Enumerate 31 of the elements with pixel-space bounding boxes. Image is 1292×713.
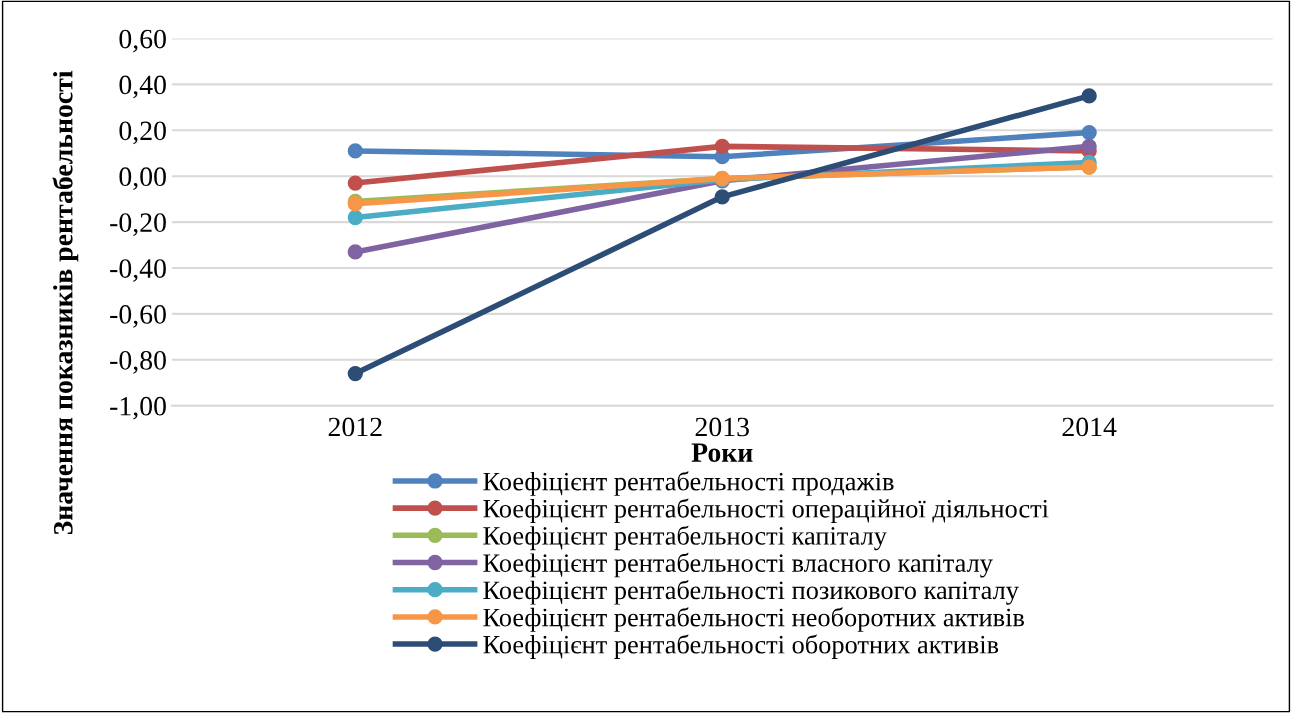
point <box>347 244 363 260</box>
legend-label: Коефіцієнт рентабельності капіталу <box>483 525 887 551</box>
y-tick-label: -0,20 <box>110 213 166 237</box>
x-tick-label: 2014 <box>1062 417 1117 437</box>
x-tick-label: 2013 <box>695 417 749 437</box>
y-tick-label: -0,40 <box>110 259 166 282</box>
y-tick-label: -1,00 <box>110 396 166 420</box>
point <box>347 175 363 191</box>
y-tick-label: 0,60 <box>119 29 166 53</box>
point <box>347 365 363 382</box>
point <box>1081 88 1097 104</box>
point <box>347 209 363 226</box>
point <box>714 189 730 205</box>
legend-label: Коефіцієнт рентабельності операційної діяльності <box>483 498 1049 523</box>
y-tick-label: 0,20 <box>119 121 166 145</box>
point <box>1081 138 1097 155</box>
y-tick-label: 0,40 <box>119 75 166 99</box>
y-tick-label: -0,80 <box>110 350 166 374</box>
x-axis-title: Роки <box>691 443 753 462</box>
point <box>714 138 730 155</box>
legend-label: Коефіцієнт рентабельності необоротних активів <box>483 607 1024 632</box>
x-tick-label: 2012 <box>328 417 382 437</box>
legend-label: Коефіцієнт рентабельності оборотних активів <box>483 634 999 659</box>
point <box>1081 124 1097 141</box>
y-tick-label: 0,00 <box>119 167 166 191</box>
y-axis-title: Значення показників рентабельності <box>52 70 79 535</box>
point <box>347 143 363 159</box>
legend-label: Коефіцієнт рентабельності власного капіталу <box>483 552 993 578</box>
legend-label: Коефіцієнт рентабельності позикового капіталу <box>483 580 1019 605</box>
legend-label: Коефіцієнт рентабельності продажів <box>483 471 894 496</box>
y-tick-label: -0,60 <box>110 305 166 328</box>
